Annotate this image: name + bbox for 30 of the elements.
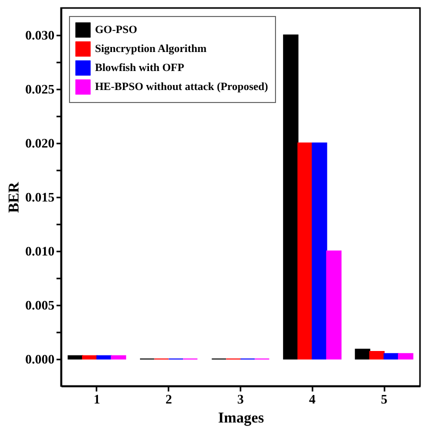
bar [398,353,414,360]
bar [312,142,328,360]
x-tick-label: 3 [237,392,244,406]
x-tick-label: 4 [309,392,316,406]
bar [297,142,313,360]
y-axis-title: BER [6,182,22,213]
y-tick-label: 0.010 [25,244,54,258]
bar [326,250,342,360]
bar [110,355,126,360]
bar [283,34,298,360]
y-tick-label: 0.020 [25,136,54,150]
y-tick-label: 0.015 [25,190,55,204]
bar [384,353,399,360]
x-tick-label: 1 [94,392,100,406]
y-tick-label: 0.005 [25,298,55,312]
legend-label: HE-BPSO without attack (Proposed) [95,81,268,93]
bar [354,348,370,360]
x-tick-label: 5 [380,392,388,406]
bar [82,355,98,360]
y-tick-label: 0.025 [25,82,55,96]
bar [68,355,84,360]
y-tick-label: 0.000 [25,352,54,366]
bar [96,355,112,360]
y-tick-label: 0.030 [25,28,54,42]
legend-label: GO-PSO [95,24,138,36]
legend-label: Signcryption Algorithm [95,43,207,55]
x-axis-title: Images [218,410,264,426]
x-tick-label: 2 [165,392,172,406]
legend-label: Blowfish with OFP [95,62,185,74]
bar [369,350,385,360]
